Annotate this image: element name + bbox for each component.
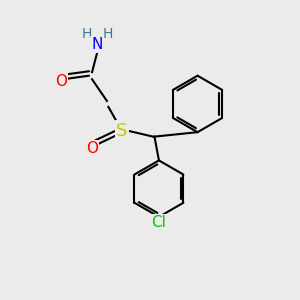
Text: Cl: Cl xyxy=(152,215,166,230)
Text: O: O xyxy=(86,141,98,156)
Text: H: H xyxy=(103,27,113,41)
Text: O: O xyxy=(55,74,67,89)
Text: H: H xyxy=(82,27,92,41)
Text: S: S xyxy=(116,122,128,140)
Text: N: N xyxy=(92,37,103,52)
